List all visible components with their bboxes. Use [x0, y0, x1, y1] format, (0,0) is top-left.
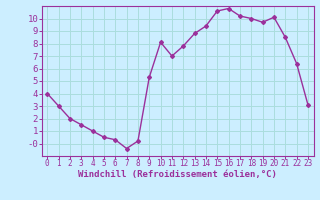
X-axis label: Windchill (Refroidissement éolien,°C): Windchill (Refroidissement éolien,°C) — [78, 170, 277, 179]
